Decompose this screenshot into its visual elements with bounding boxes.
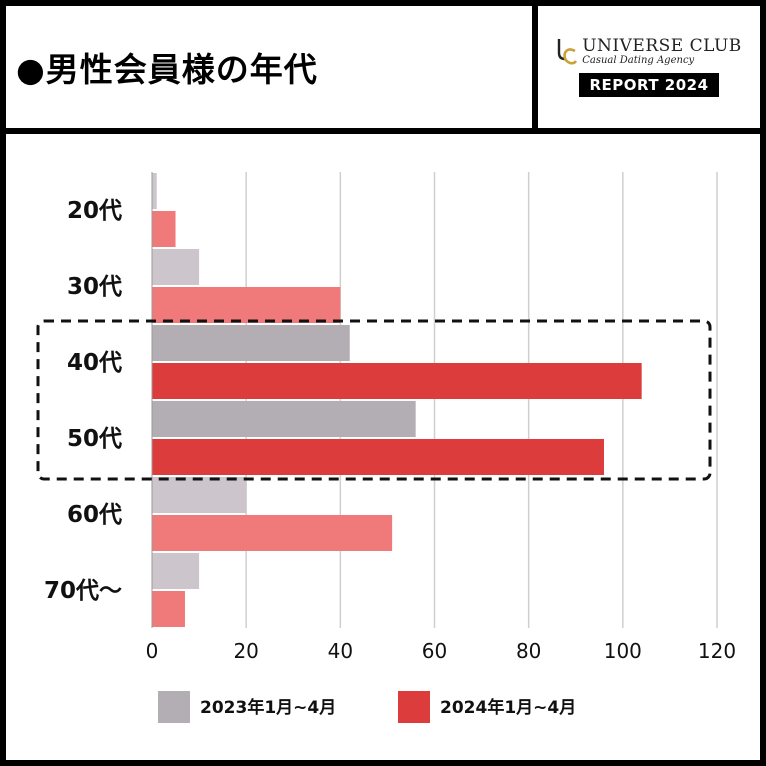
page-title: ●男性会員様の年代	[16, 50, 318, 89]
legend-swatch-2024	[398, 691, 430, 723]
logo-tagline: Casual Dating Agency	[582, 55, 695, 66]
category-label: 60代	[67, 502, 122, 528]
category-label: 50代	[67, 426, 122, 452]
bar-2023	[152, 553, 200, 589]
logo-mark-icon	[558, 39, 578, 65]
category-label: 20代	[67, 198, 122, 224]
bar-2024	[152, 439, 604, 475]
bar-2024	[152, 363, 642, 399]
report-badge: REPORT 2024	[579, 73, 719, 97]
bar-2023	[152, 477, 247, 513]
logo-brand: UNIVERSE CLUB	[582, 36, 742, 56]
brand-logo: UNIVERSE CLUB Casual Dating Agency REPOR…	[538, 6, 760, 128]
category-label: 40代	[67, 350, 122, 376]
x-tick-label: 0	[146, 639, 159, 663]
x-tick-label: 40	[328, 639, 353, 663]
logo-text: UNIVERSE CLUB Casual Dating Agency	[582, 37, 742, 67]
legend-label: 2024年1月~4月	[440, 697, 576, 718]
age-bar-chart: 0 20 40 60 80 100 120 20代 30代 40代 50代 60代 70代〜 2023年1…	[36, 172, 736, 723]
category-label: 30代	[67, 274, 122, 300]
bar-2023	[152, 249, 200, 285]
title-box: ●男性会員様の年代	[6, 6, 538, 128]
legend-swatch-2023	[158, 691, 190, 723]
x-tick-label: 120	[698, 639, 736, 663]
x-tick-label: 100	[604, 639, 642, 663]
highlight-box	[36, 319, 712, 481]
bar-2024	[152, 211, 176, 247]
bar-2023	[152, 401, 416, 437]
category-label: 70代〜	[44, 578, 122, 604]
x-tick-label: 60	[422, 639, 447, 663]
bar-2023	[152, 173, 157, 209]
bar-2024	[152, 591, 185, 627]
x-tick-label: 80	[516, 639, 541, 663]
header: ●男性会員様の年代 UNIVERSE CLUB Casual Dating Ag…	[6, 6, 760, 134]
bar-2024	[152, 287, 341, 323]
logo-row: UNIVERSE CLUB Casual Dating Agency	[556, 37, 742, 67]
bar-2023	[152, 325, 350, 361]
legend-label: 2023年1月~4月	[200, 697, 336, 718]
x-tick-label: 20	[233, 639, 258, 663]
bar-2024	[152, 515, 393, 551]
